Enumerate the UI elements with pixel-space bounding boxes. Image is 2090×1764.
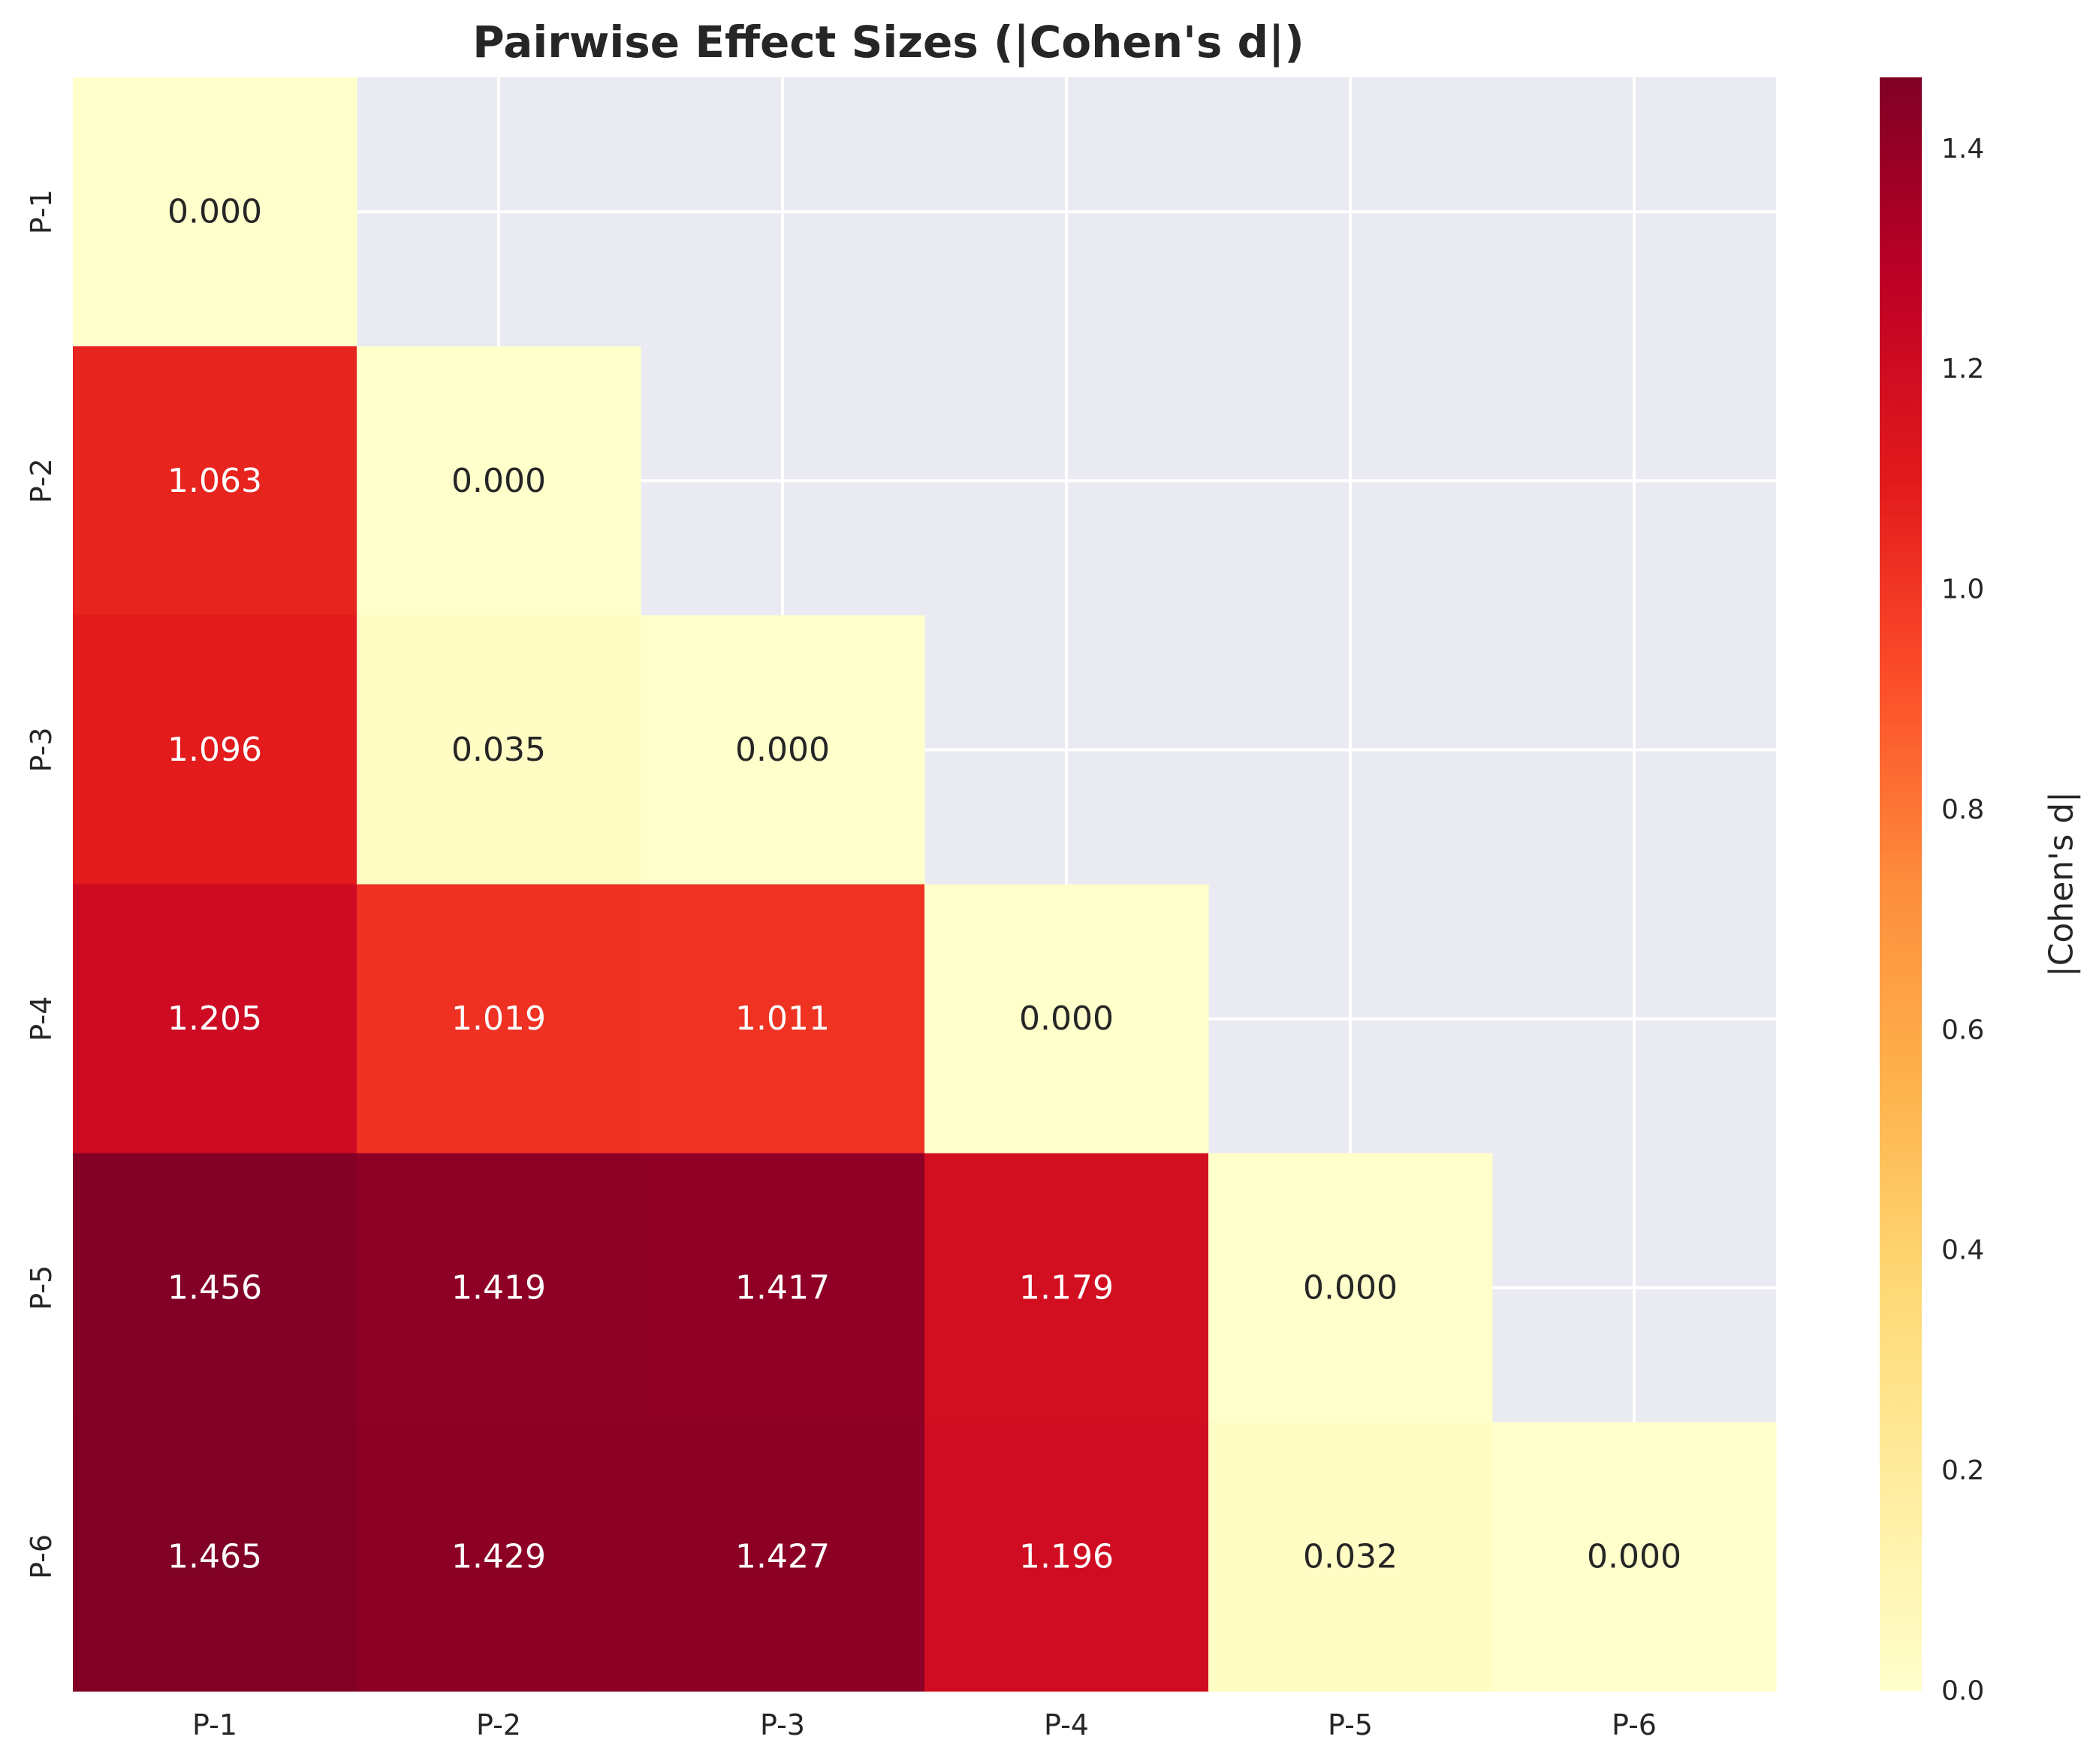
cell-value-label: 1.196 (1019, 1537, 1114, 1576)
heatmap-cell (641, 884, 925, 1154)
heatmap-cell (73, 77, 357, 347)
colorbar-tick-label: 1.4 (1941, 134, 1984, 164)
cell-value-label: 1.465 (167, 1537, 262, 1576)
colorbar-tick-label: 0.6 (1941, 1015, 1984, 1045)
heatmap-cell (641, 1422, 925, 1692)
y-tick-label: P-5 (25, 1265, 58, 1310)
heatmap-cell (357, 1422, 641, 1692)
cell-value-label: 1.205 (167, 1000, 262, 1038)
colorbar-tick-label: 0.8 (1941, 795, 1984, 825)
heatmap-cell (357, 346, 641, 616)
cell-value-label: 1.011 (735, 1000, 830, 1038)
heatmap-cell (357, 884, 641, 1154)
x-tick-label: P-2 (476, 1708, 521, 1741)
cell-value-label: 1.179 (1019, 1268, 1114, 1307)
heatmap-cells: 0.000 1.063 0.000 1.096 0.035 0.000 1.205 1.019… (73, 77, 1777, 1692)
cell-value-label: 0.000 (735, 731, 830, 769)
x-tick-label: P-5 (1328, 1708, 1373, 1741)
heatmap-cell (1208, 1422, 1493, 1692)
cell-value-label: 1.427 (735, 1537, 830, 1576)
x-tick-label: P-3 (760, 1708, 805, 1741)
cell-value-label: 1.096 (167, 731, 262, 769)
heatmap-cell (357, 1153, 641, 1423)
cell-value-label: 1.419 (451, 1268, 546, 1307)
heatmap-cell (73, 1422, 357, 1692)
cell-value-label: 0.000 (1019, 1000, 1114, 1038)
cell-value-label: 1.417 (735, 1268, 830, 1307)
heatmap-cell (73, 346, 357, 616)
y-tick-label: P-4 (25, 997, 58, 1042)
cell-value-label: 1.456 (167, 1268, 262, 1307)
heatmap-cell (357, 615, 641, 885)
cell-value-label: 1.063 (167, 462, 262, 500)
cell-value-label: 0.032 (1303, 1537, 1398, 1576)
colorbar: 0.0 0.2 0.4 0.6 0.8 1.0 1.2 1.4 |Cohen's d| (1880, 77, 2081, 1707)
heatmap-cell (641, 615, 925, 885)
x-tick-label: P-1 (192, 1708, 237, 1741)
cell-value-label: 0.000 (1303, 1268, 1398, 1307)
chart-title: Pairwise Effect Sizes (|Cohen's d|) (472, 17, 1304, 68)
colorbar-tick-label: 1.0 (1941, 574, 1984, 605)
heatmap-cell (1492, 1422, 1777, 1692)
cell-value-label: 0.000 (451, 462, 546, 500)
colorbar-tick-label: 0.2 (1941, 1455, 1984, 1486)
colorbar-gradient (1880, 77, 1922, 1691)
heatmap-cell (73, 615, 357, 885)
heatmap-cell (924, 884, 1209, 1154)
y-tick-label: P-1 (25, 189, 58, 234)
heatmap-cell (1208, 1153, 1493, 1423)
colorbar-tick-label: 0.0 (1941, 1676, 1984, 1707)
heatmap-cell (641, 1153, 925, 1423)
colorbar-label: |Cohen's d| (2043, 792, 2081, 977)
colorbar-tick-label: 0.4 (1941, 1235, 1984, 1266)
colorbar-tick-label: 1.2 (1941, 354, 1984, 384)
heatmap-cell (924, 1153, 1209, 1423)
heatmap-cell (73, 1153, 357, 1423)
heatmap-cell (924, 1422, 1209, 1692)
x-tick-label: P-4 (1044, 1708, 1089, 1741)
y-tick-label: P-6 (25, 1534, 58, 1579)
x-tick-label: P-6 (1612, 1708, 1657, 1741)
y-tick-label: P-2 (25, 458, 58, 503)
cell-value-label: 1.429 (451, 1537, 546, 1576)
cell-value-label: 0.000 (1587, 1537, 1681, 1576)
axis-ticks: P-1 P-2 P-3 P-4 P-5 P-6 P-1 P-2 P-3 P-4 P-5 P-6 (25, 189, 1657, 1741)
heatmap-cell (73, 884, 357, 1154)
cell-value-label: 0.000 (167, 193, 262, 231)
cell-value-label: 1.019 (451, 1000, 546, 1038)
y-tick-label: P-3 (25, 727, 58, 772)
cell-value-label: 0.035 (451, 731, 546, 769)
